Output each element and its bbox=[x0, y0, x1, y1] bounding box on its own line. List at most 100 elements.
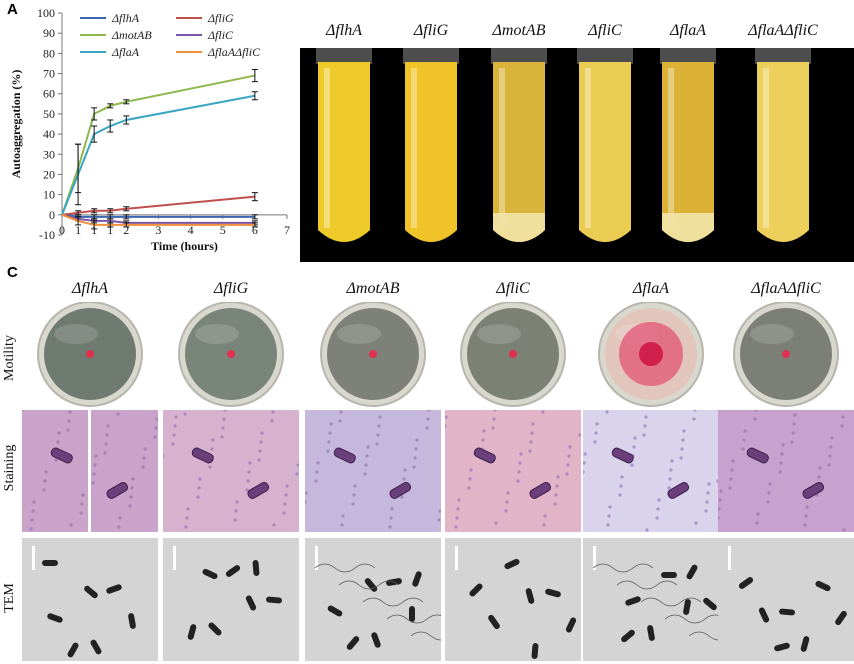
stain-speck bbox=[529, 440, 533, 444]
staining-micrograph bbox=[445, 410, 581, 532]
stain-speck bbox=[705, 500, 709, 504]
column-strain-label: ΔflhA bbox=[71, 280, 109, 297]
motility-plate bbox=[320, 302, 426, 407]
tem-bacterium bbox=[371, 632, 381, 648]
stain-speck bbox=[93, 463, 97, 467]
stain-speck bbox=[517, 470, 521, 474]
stain-speck bbox=[57, 431, 61, 435]
tube-rim bbox=[316, 48, 372, 64]
stain-background bbox=[163, 410, 299, 532]
stain-speck bbox=[456, 507, 460, 511]
row-label: Staining bbox=[2, 444, 17, 492]
stain-speck bbox=[155, 417, 158, 421]
tem-bacterium bbox=[661, 572, 677, 578]
stain-speck bbox=[593, 440, 597, 444]
stain-speck bbox=[578, 433, 581, 437]
x-tick-label: 1 bbox=[75, 223, 81, 237]
stain-speck bbox=[326, 449, 330, 453]
staining-micrograph bbox=[305, 410, 441, 532]
stain-speck bbox=[426, 417, 430, 421]
flagellum bbox=[688, 631, 719, 641]
stain-speck bbox=[81, 493, 85, 497]
tube-highlight bbox=[411, 68, 417, 228]
stain-speck bbox=[235, 500, 239, 504]
stain-speck bbox=[804, 514, 808, 518]
stain-speck bbox=[272, 523, 276, 527]
stain-speck bbox=[568, 445, 572, 449]
y-tick-label: 40 bbox=[43, 127, 55, 141]
stain-speck bbox=[222, 417, 226, 421]
tem-background bbox=[583, 538, 719, 661]
stain-background bbox=[718, 410, 854, 532]
stain-speck bbox=[363, 472, 367, 476]
stain-speck bbox=[817, 475, 821, 479]
y-tick-label: 30 bbox=[43, 147, 55, 161]
stain-speck bbox=[657, 498, 661, 502]
stain-speck bbox=[606, 523, 610, 527]
stain-speck bbox=[316, 461, 320, 465]
tem-micrograph bbox=[583, 538, 719, 661]
tem-bacterium bbox=[686, 564, 698, 580]
motility-plate bbox=[37, 302, 143, 407]
stain-speck bbox=[66, 428, 70, 432]
tem-bacterium bbox=[488, 614, 500, 630]
flagellum bbox=[410, 631, 441, 641]
tube-highlight bbox=[499, 68, 505, 228]
image-divider bbox=[88, 410, 91, 532]
tube-label: ΔfliG bbox=[413, 22, 449, 39]
stain-speck bbox=[305, 500, 307, 504]
x-tick-label: 0 bbox=[59, 223, 65, 237]
stain-speck bbox=[284, 493, 288, 497]
tube-liquid bbox=[318, 62, 370, 242]
stain-speck bbox=[130, 486, 134, 490]
panel-c-letter: C bbox=[7, 264, 18, 281]
motility-plate bbox=[178, 302, 284, 407]
stain-speck bbox=[718, 516, 720, 520]
column-strain-label: ΔmotAB bbox=[346, 280, 400, 297]
row-label: Motility bbox=[2, 335, 17, 381]
stain-speck bbox=[543, 514, 547, 518]
tem-background bbox=[22, 538, 158, 661]
x-tick-label: 7 bbox=[284, 223, 290, 237]
tem-bacterium bbox=[409, 606, 415, 622]
tube-sediment bbox=[662, 213, 714, 242]
tube-label: ΔfliC bbox=[588, 22, 622, 39]
tube-liquid bbox=[405, 62, 457, 242]
y-tick-label: 20 bbox=[43, 167, 55, 181]
stain-speck bbox=[427, 410, 431, 412]
culture-tube bbox=[316, 48, 372, 242]
phenotype-grid: ΔflhA ΔfliG ΔmotAB ΔfliC ΔflaA ΔflaAΔfliC Moti… bbox=[0, 270, 854, 664]
tem-bacterium bbox=[327, 605, 343, 617]
plate-glare bbox=[750, 324, 794, 344]
series-line bbox=[61, 213, 255, 224]
stain-speck bbox=[412, 465, 416, 469]
stain-speck bbox=[793, 413, 797, 417]
bacterium bbox=[333, 447, 356, 464]
tubes-svg bbox=[316, 48, 811, 242]
tem-bacterium bbox=[525, 588, 535, 604]
tem-bacterium bbox=[683, 599, 691, 615]
series-line bbox=[61, 195, 255, 216]
stain-speck bbox=[389, 516, 393, 520]
stain-speck bbox=[679, 456, 683, 460]
y-tick-label: 70 bbox=[43, 67, 55, 81]
stain-speck bbox=[258, 449, 262, 453]
stain-speck bbox=[117, 525, 121, 529]
tem-bacterium bbox=[758, 607, 770, 623]
tem-background bbox=[305, 538, 441, 661]
stain-speck bbox=[328, 431, 332, 435]
stain-speck bbox=[341, 514, 345, 518]
bacterium bbox=[746, 447, 769, 464]
tem-bacterium bbox=[364, 578, 378, 592]
tem-micrograph bbox=[22, 538, 158, 661]
tem-background bbox=[718, 538, 854, 661]
stain-speck bbox=[619, 484, 623, 488]
stain-speck bbox=[766, 500, 770, 504]
stain-speck bbox=[247, 470, 251, 474]
column-strain-label: ΔflaA bbox=[632, 280, 670, 297]
stain-speck bbox=[655, 516, 659, 520]
stain-speck bbox=[94, 454, 98, 458]
stain-speck bbox=[315, 470, 319, 474]
tem-bacterium bbox=[67, 642, 79, 658]
stain-speck bbox=[542, 523, 546, 527]
